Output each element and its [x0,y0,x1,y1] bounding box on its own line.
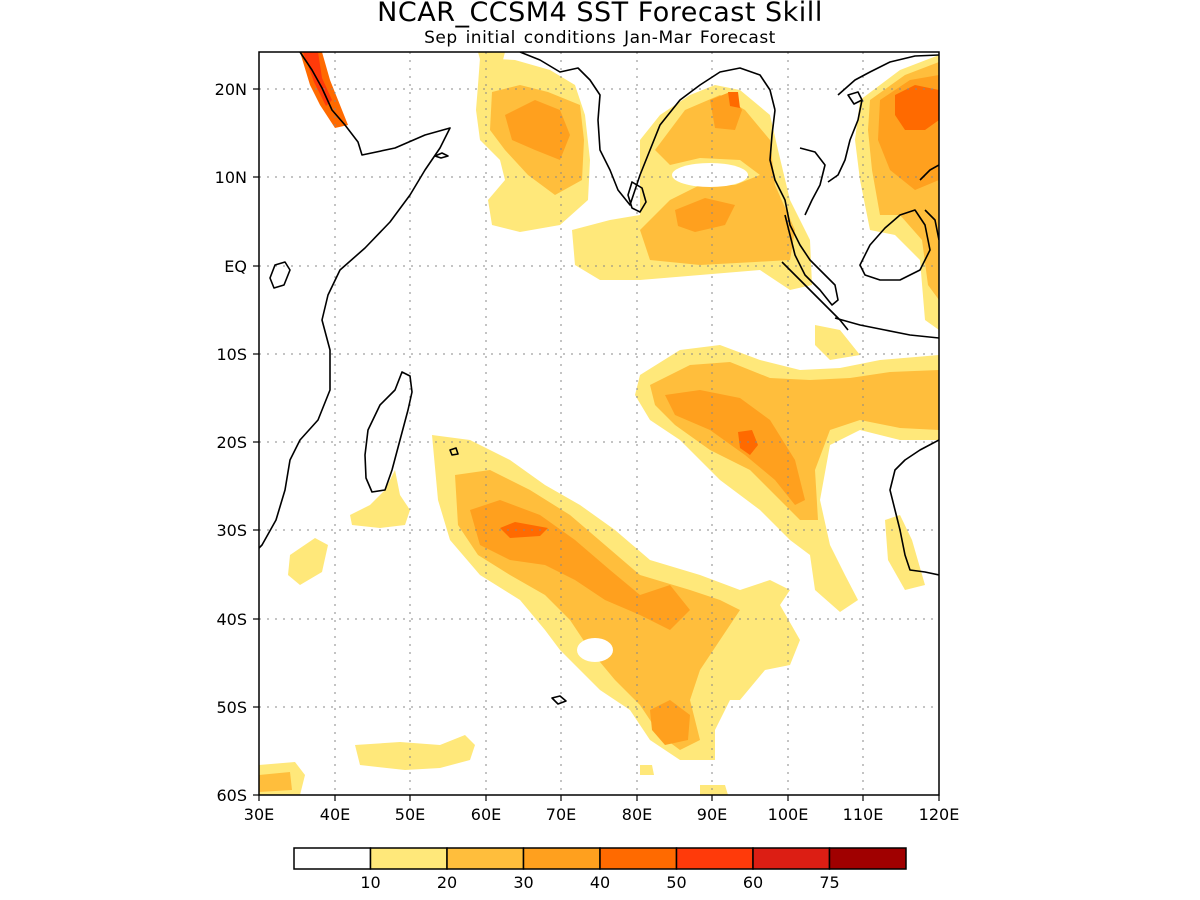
skill-blank-south [577,638,613,662]
colorbar-swatch [446,847,525,870]
lon-labels: 30E 40E 50E 60E 70E 80E 90E 100E 110E 12… [244,805,960,824]
colorbar-swatch [293,847,372,870]
lon-label: 90E [697,805,727,824]
colorbar-swatch [599,847,678,870]
skill-region-south-indian-band-core [665,390,805,505]
coast-india [519,52,776,206]
lon-label: 60E [471,805,501,824]
skill-region-south-china-sea-peak [895,85,939,130]
coastlines [259,52,939,705]
colorbar-swatch [675,847,754,870]
axis-ticks [253,88,940,801]
lon-label: 40E [320,805,350,824]
lat-label: 30S [216,521,247,540]
lat-labels: 20N 10N EQ 10S 20S 30S 40S 50S 60S [215,80,247,805]
lon-label: 110E [843,805,884,824]
colorbar-swatch [369,847,448,870]
skill-shading [259,52,939,795]
coast-borneo [859,209,931,281]
skill-region-indonesia-south [815,325,860,360]
coast-sumatra [781,261,849,331]
lon-label: 80E [622,805,652,824]
colorbar-label: 30 [513,873,533,892]
coast-java [834,317,939,339]
skill-region-southwest-corner-inner [259,772,292,792]
coast-vietnam [827,99,863,183]
coast-indochina [799,147,826,216]
grid-lines [259,52,939,795]
skill-region-bay-of-bengal-core [675,198,735,232]
map-frame [258,51,940,796]
skill-region-southern-diagonal-south [650,700,690,745]
coast-myanmar-malay [769,109,839,306]
lat-label: 20S [216,433,247,452]
coast-south-china [837,54,939,96]
coast-madagascar [364,371,413,493]
coast-sri-lanka [627,181,647,213]
coast-australia-west [889,439,939,576]
lat-label: 20N [215,80,247,99]
skill-region-southern-strip [355,735,475,770]
coast-small-island-b [449,447,459,456]
colorbar-swatch [752,847,831,870]
colorbar: 10 20 30 40 50 60 75 [293,847,907,892]
lon-label: 120E [919,805,960,824]
lon-label: 70E [546,805,576,824]
lat-label: 50S [216,698,247,717]
lon-label: 100E [768,805,809,824]
coast-socotra [434,152,449,159]
lon-label: 30E [244,805,274,824]
coast-philippines-sulawesi [919,164,939,241]
coast-small-island-c [269,261,291,289]
coast-arabia-horn-africa [259,52,451,549]
colorbar-label: 50 [666,873,686,892]
colorbar-swatch [522,847,601,870]
lat-label: 60S [216,786,247,805]
lat-label: 10S [216,345,247,364]
skill-region-arabian-sea-core [505,100,570,160]
colorbar-label: 60 [743,873,763,892]
colorbar-label: 75 [819,873,839,892]
coast-hainan [847,91,863,105]
colorbar-label: 20 [437,873,457,892]
colorbar-swatch [828,847,907,870]
skill-region-southwest [288,538,328,585]
skill-region-arabian-sea-north [478,52,505,78]
skill-region-madagascar-south [350,470,410,528]
skill-region-small-b [640,765,654,775]
lat-label: 40S [216,610,247,629]
skill-region-bay-of-bengal-peak [728,92,740,108]
colorbar-label: 40 [590,873,610,892]
lat-label: 10N [215,168,247,187]
chart-title: NCAR_CCSM4 SST Forecast Skill [377,0,823,28]
chart-subtitle: Sep initial conditions Jan-Mar Forecast [424,28,776,48]
colorbar-label: 10 [360,873,380,892]
lon-label: 50E [395,805,425,824]
skill-blank-bay [672,163,748,187]
coast-small-island-a [551,695,567,705]
skill-region-small-a [700,785,728,795]
lat-label: EQ [224,257,247,276]
